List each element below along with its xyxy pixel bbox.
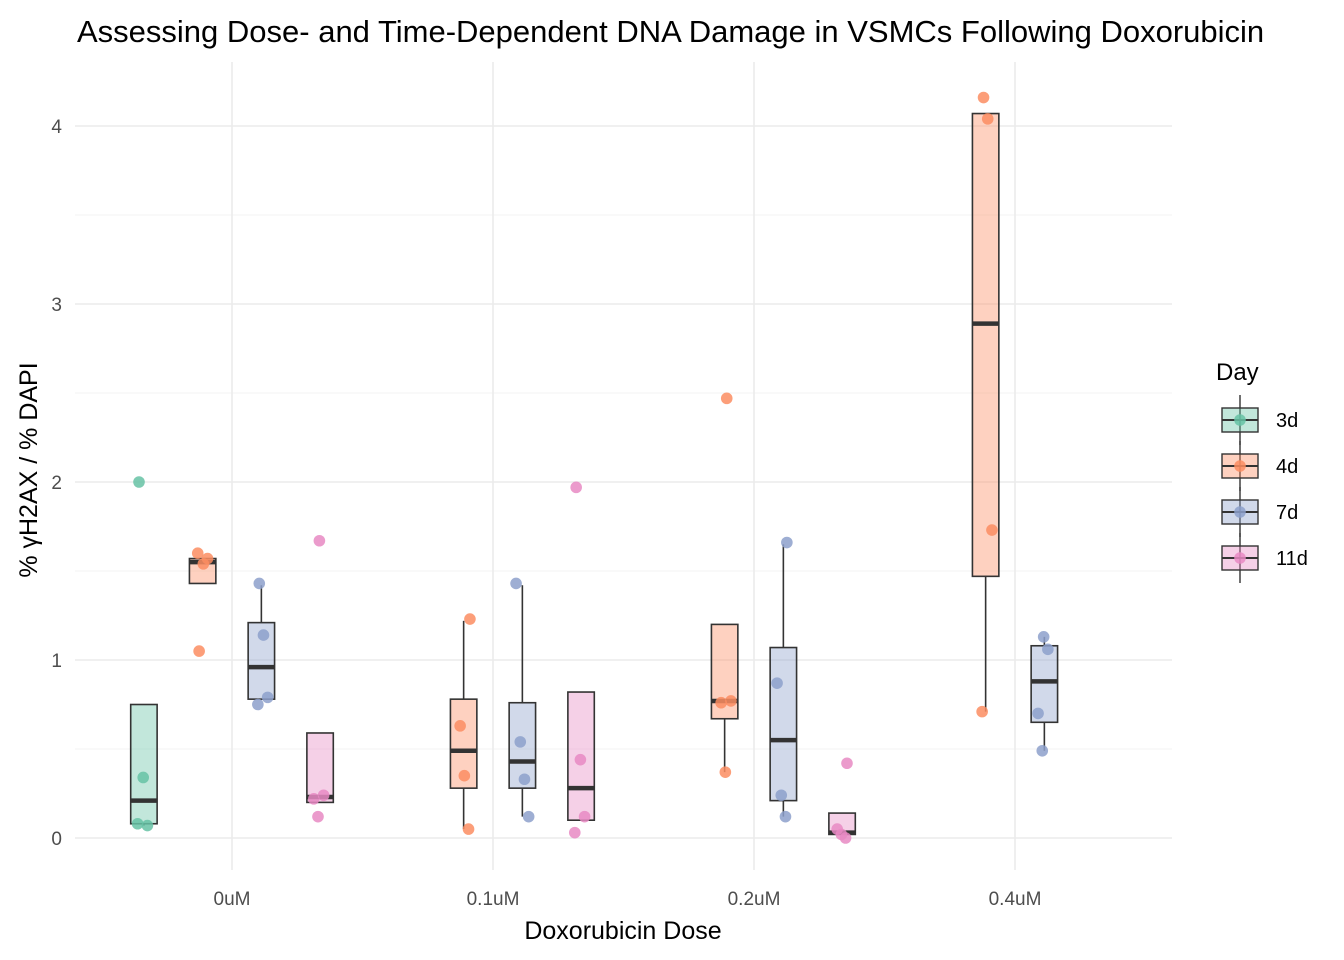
data-point-7d xyxy=(771,677,783,689)
box-rect-4d xyxy=(971,112,1000,578)
data-point-7d xyxy=(1036,744,1049,757)
box-plots xyxy=(129,112,1059,836)
y-axis-title: % γH2AX / % DAPI xyxy=(15,362,43,577)
data-point-4d xyxy=(197,558,210,570)
data-point-4d xyxy=(191,547,204,559)
data-point-3d xyxy=(137,771,150,784)
data-point-4d xyxy=(462,823,475,835)
data-point-11d xyxy=(568,826,581,839)
data-point-11d xyxy=(317,789,330,802)
legend-label-4d: 4d xyxy=(1276,456,1298,478)
data-point-7d xyxy=(261,691,274,704)
data-point-7d xyxy=(1032,707,1044,720)
data-point-4d xyxy=(719,766,732,778)
x-tick-label: 0.1uM xyxy=(467,889,520,910)
x-axis-ticks: 0uM 0.1uM 0.2uM 0.4uM xyxy=(214,889,1042,910)
data-point-4d xyxy=(454,720,466,732)
data-point-7d xyxy=(781,536,793,549)
data-point-11d xyxy=(570,481,582,494)
data-point-11d xyxy=(312,810,324,823)
data-point-7d xyxy=(253,577,266,590)
legend-key-point xyxy=(1234,506,1246,518)
data-point-4d xyxy=(193,645,205,657)
y-tick-label: 3 xyxy=(51,295,62,316)
data-point-7d xyxy=(252,698,264,711)
legend-title: Day xyxy=(1216,359,1259,386)
y-axis-ticks: 0 1 2 3 4 xyxy=(51,117,62,850)
y-tick-label: 4 xyxy=(51,117,62,138)
x-tick-label: 0.4uM xyxy=(989,889,1042,910)
data-point-3d xyxy=(141,819,154,832)
data-point-7d xyxy=(257,629,270,641)
data-point-4d xyxy=(976,705,988,718)
box-rect-3d xyxy=(129,703,158,825)
data-point-7d xyxy=(775,789,788,802)
data-point-7d xyxy=(1042,643,1054,656)
x-tick-label: 0.2uM xyxy=(728,889,781,910)
data-points xyxy=(131,91,1054,844)
chart-title: Assessing Dose- and Time-Dependent DNA D… xyxy=(77,14,1264,49)
data-point-3d xyxy=(133,476,145,488)
legend-label-7d: 7d xyxy=(1276,502,1298,524)
data-point-4d xyxy=(977,91,990,104)
data-point-4d xyxy=(464,613,476,625)
data-point-7d xyxy=(510,577,522,590)
y-tick-label: 1 xyxy=(51,651,62,672)
legend-key-point xyxy=(1234,414,1246,426)
data-point-7d xyxy=(1037,631,1050,643)
data-point-7d xyxy=(518,773,531,786)
data-point-4d xyxy=(715,696,727,709)
data-point-11d xyxy=(841,757,853,770)
legend-key-point xyxy=(1234,460,1246,472)
legend-key-point xyxy=(1234,552,1246,564)
data-point-11d xyxy=(313,534,326,547)
y-tick-label: 2 xyxy=(51,473,62,494)
data-point-7d xyxy=(779,810,792,823)
data-point-4d xyxy=(725,695,737,707)
data-point-4d xyxy=(458,769,471,782)
data-point-11d xyxy=(307,793,320,805)
x-axis-title: Doxorubicin Dose xyxy=(524,917,721,945)
legend-label-11d: 11d xyxy=(1276,548,1308,570)
legend-label-3d: 3d xyxy=(1276,410,1298,432)
data-point-11d xyxy=(578,810,591,823)
x-tick-label: 0uM xyxy=(214,889,251,910)
data-point-7d xyxy=(514,736,527,748)
data-point-3d xyxy=(131,817,144,830)
grid-lines xyxy=(75,62,1172,870)
box-rect-7d xyxy=(769,646,798,802)
legend: Day 3d 4d 7d 11d xyxy=(1216,359,1308,583)
data-point-11d xyxy=(831,823,843,835)
data-point-7d xyxy=(522,810,535,823)
data-point-11d xyxy=(574,753,587,766)
data-point-4d xyxy=(981,113,994,125)
data-point-4d xyxy=(986,524,998,536)
data-point-4d xyxy=(720,392,733,405)
y-tick-label: 0 xyxy=(51,829,62,850)
